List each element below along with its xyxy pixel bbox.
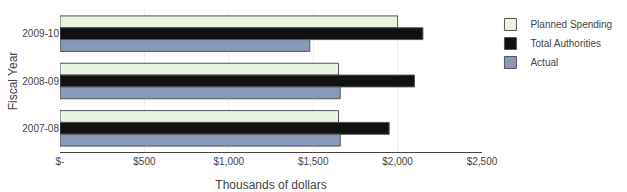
svg-text:$2,500: $2,500 xyxy=(467,156,498,167)
svg-text:2009-10: 2009-10 xyxy=(22,28,59,39)
svg-text:Planned Spending: Planned Spending xyxy=(530,19,612,30)
svg-text:Thousands of dollars: Thousands of dollars xyxy=(215,178,326,192)
svg-text:Total Authorities: Total Authorities xyxy=(530,38,601,49)
svg-text:2008-09: 2008-09 xyxy=(22,76,59,87)
svg-text:Fiscal Year: Fiscal Year xyxy=(6,52,20,111)
svg-text:2007-08: 2007-08 xyxy=(22,123,59,134)
svg-text:$1,500: $1,500 xyxy=(298,156,329,167)
svg-text:$1,000: $1,000 xyxy=(214,156,245,167)
svg-text:Actual: Actual xyxy=(530,57,558,68)
svg-text:$-: $- xyxy=(56,156,65,167)
svg-text:$2,000: $2,000 xyxy=(382,156,413,167)
svg-text:$500: $500 xyxy=(133,156,156,167)
